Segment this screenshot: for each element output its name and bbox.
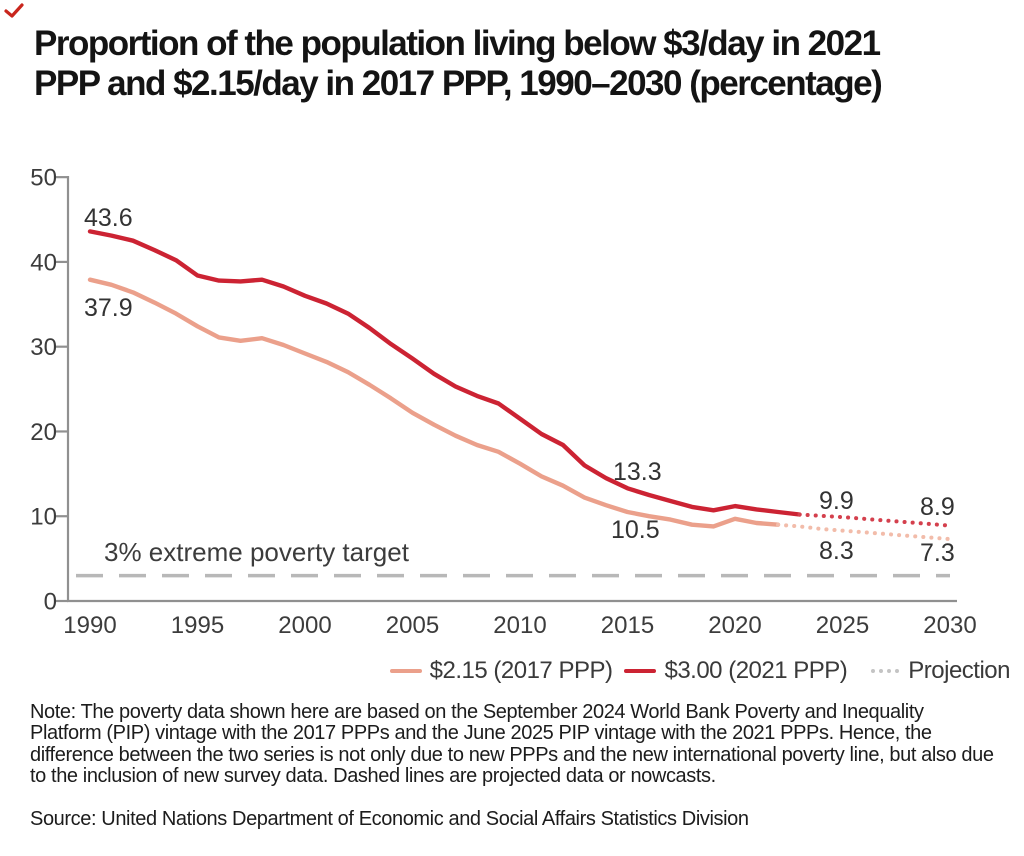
legend-swatch-300-line <box>624 669 657 673</box>
y-tick-label: 40 <box>30 249 57 276</box>
series-line-300-2021ppp-solid <box>87 229 802 517</box>
data-label: 37.9 <box>84 294 133 322</box>
legend-swatch-215-line <box>389 669 422 673</box>
y-tick-label: 0 <box>44 589 57 616</box>
chart-source: Source: United Nations Department of Eco… <box>30 808 749 830</box>
data-label: 8.3 <box>819 537 854 565</box>
x-tick-label: 2000 <box>278 612 331 639</box>
legend-swatch-projection-dots <box>871 669 900 673</box>
y-tick-label: 50 <box>30 165 57 192</box>
data-label: 43.6 <box>84 204 133 232</box>
chart-title-line1: Proportion of the population living belo… <box>34 24 881 63</box>
legend-label-300: $3.00 (2021 PPP) <box>664 657 848 684</box>
x-tick-label: 1995 <box>171 612 224 639</box>
legend-label-215: $2.15 (2017 PPP) <box>429 657 613 684</box>
series-line-215-2017ppp-solid <box>87 277 781 529</box>
legend-item-projection: Projection <box>871 657 1010 685</box>
legend-item-215-2017ppp: $2.15 (2017 PPP) <box>389 657 613 685</box>
x-tick-label: 2030 <box>923 612 976 639</box>
y-tick-label: 20 <box>30 419 57 446</box>
data-label: 9.9 <box>819 487 854 515</box>
chart-title: Proportion of the population living belo… <box>34 24 1009 104</box>
data-label: 8.9 <box>920 493 955 521</box>
x-tick-label: 1990 <box>63 612 116 639</box>
x-tick-label: 2025 <box>816 612 869 639</box>
corner-mark-icon <box>4 3 24 18</box>
chart-title-line2: PPP and $2.15/day in 2017 PPP, 1990–2030… <box>34 64 883 103</box>
x-tick-label: 2005 <box>386 612 439 639</box>
x-tick-label: 2020 <box>708 612 761 639</box>
data-label: 7.3 <box>920 539 955 567</box>
chart-legend: $2.15 (2017 PPP) $3.00 (2021 PPP) Projec… <box>389 657 1010 685</box>
data-label: 13.3 <box>613 458 662 486</box>
chart-note: Note: The poverty data shown here are ba… <box>30 701 994 787</box>
x-tick-label: 2015 <box>601 612 654 639</box>
y-tick-label: 10 <box>30 504 57 531</box>
data-label: 10.5 <box>611 516 660 544</box>
series-line-300-2021ppp-projection <box>797 512 952 528</box>
series-line-215-2017ppp-projection <box>776 522 952 542</box>
legend-label-projection: Projection <box>908 657 1010 684</box>
y-tick-label: 30 <box>30 334 57 361</box>
legend-item-300-2021ppp: $3.00 (2021 PPP) <box>624 657 848 685</box>
x-tick-label: 2010 <box>493 612 546 639</box>
target-label: 3% extreme poverty target <box>104 537 410 567</box>
